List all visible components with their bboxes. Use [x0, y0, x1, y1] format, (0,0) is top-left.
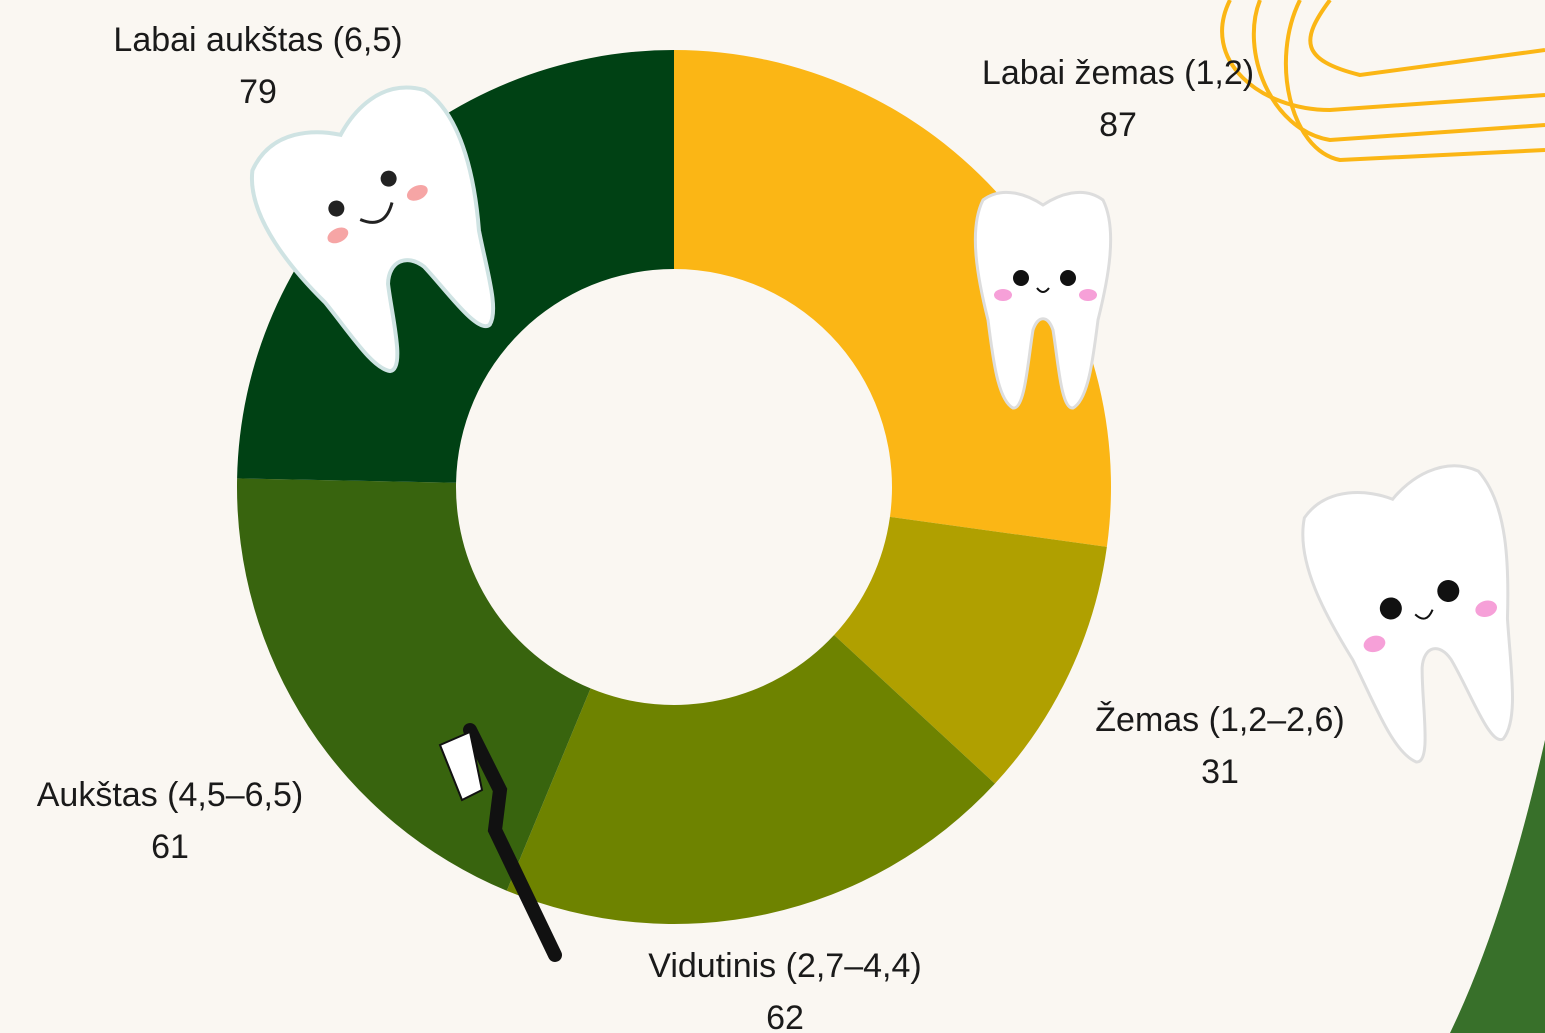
segment-label: Aukštas (4,5–6,5)	[37, 776, 303, 814]
segment-label: Žemas (1,2–2,6)	[1095, 701, 1344, 739]
segment-value: 62	[766, 999, 804, 1033]
chart: Labai žemas (1,2) 87 Žemas (1,2–2,6) 31 Vidu…	[0, 0, 1545, 1033]
segment-value: 31	[1201, 753, 1239, 791]
segment-value: 79	[239, 73, 277, 111]
segment-label: Labai aukštas (6,5)	[113, 21, 402, 59]
segment-label: Labai žemas (1,2)	[982, 54, 1254, 92]
segment-value: 61	[151, 828, 189, 866]
segment-label: Vidutinis (2,7–4,4)	[648, 947, 921, 985]
segment-value: 87	[1099, 106, 1137, 144]
